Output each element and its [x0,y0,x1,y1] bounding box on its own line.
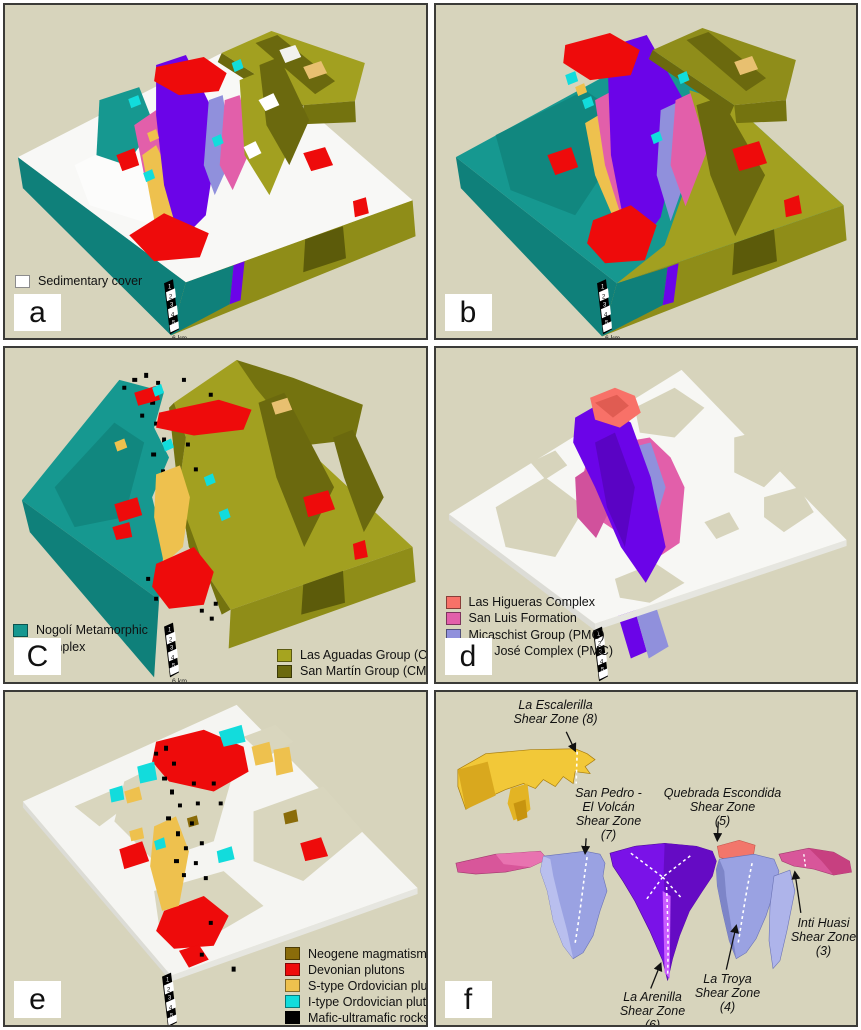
legend-swatch-las-aguadas [277,648,292,662]
legend-swatch-san-luis [445,611,461,625]
annotation-la-troya: La Troya Shear Zone (4) [694,971,761,1014]
legend-label: San Martín Group (CMC) [300,664,428,679]
arrow-la-escalerilla [565,731,576,753]
legend-swatch-devonian [285,963,300,977]
annotation-inti-huasi: Inti Huasi Shear Zone (3) [790,915,857,958]
legend-label: San Luis Formation [468,611,577,626]
legend-item-sedimentary-cover: Sedimentary cover [15,273,142,289]
legend-label: Devonian plutons [308,962,405,977]
legend-swatch-neogene [285,947,300,961]
arrow-inti-huasi [790,869,801,913]
arrow-la-troya [725,923,739,970]
legend-item-s-type: S-type Ordovician plutons [285,978,428,994]
panel-a-model: 1 2 3 4 5 6 km [17,31,416,339]
panel-f: La Escalerilla Shear Zone (8) San Pedro … [433,689,858,1027]
panel-letter-b: b [444,294,492,332]
panel-letter-f: f [444,981,492,1018]
legend-label: Micaschist Group (PMC) [468,628,605,643]
legend-label: San José Complex (PMC) [468,644,614,659]
legend-swatch-s-type [285,979,300,993]
legend-item-las-aguadas: Las Aguadas Group (CMC) [277,647,428,663]
panel-b: b [433,3,858,341]
annotation-quebrada-escondida: Quebrada Escondida Shear Zone (5) [663,785,782,828]
legend-swatch-san-martin [277,664,292,678]
panel-e: Neogene magmatism Devonian plutons S-typ… [3,689,428,1027]
legend-label: Mafic-ultramafic rocks [308,1010,428,1025]
panel-d-model [448,370,847,682]
arrow-la-arenilla [649,961,662,989]
panel-c: Nogolí Metamorphic Complex Las Aguadas G… [3,346,428,684]
panel-letter-a: a [14,294,61,332]
legend-item-mafic: Mafic-ultramafic rocks [285,1010,428,1025]
legend-swatch-las-higueras [445,595,461,609]
panel-a: 1 2 3 4 5 6 km [3,3,428,341]
legend-item-i-type: I-type Ordovician plutons [285,994,427,1010]
annotation-la-escalerilla: La Escalerilla Shear Zone (8) [513,697,598,726]
panel-f-model [455,731,852,989]
panel-c-model [21,360,416,682]
legend-swatch-sedimentary-cover [15,274,30,288]
legend-item-las-higueras: Las Higueras Complex [445,594,595,610]
panel-letter-d: d [444,637,492,675]
panel-e-model [22,704,418,1025]
annotation-la-arenilla: La Arenilla Shear Zone (6) [619,989,686,1027]
legend-item-neogene: Neogene magmatism [285,946,427,962]
panel-b-model [455,28,847,339]
legend-item-devonian: Devonian plutons [285,962,405,978]
legend-label: Neogene magmatism [308,946,427,961]
scalebar [164,622,188,682]
arrow-quebrada [712,820,722,842]
panel-d: Las Higueras Complex San Luis Formation … [433,346,858,684]
legend-swatch-mafic [285,1011,300,1025]
legend-swatch-i-type [285,995,300,1009]
legend-label: S-type Ordovician plutons [308,978,428,993]
legend-item-san-luis: San Luis Formation [445,610,577,626]
legend-label: I-type Ordovician plutons [308,994,427,1009]
legend-item-san-martin: San Martín Group (CMC) [277,663,428,679]
legend-label: Sedimentary cover [38,274,143,288]
legend-label: Las Higueras Complex [468,595,595,610]
panel-letter-e: e [14,981,61,1018]
legend-label: Las Aguadas Group (CMC) [300,648,428,663]
panel-letter-c: C [14,637,61,675]
arrow-san-pedro [580,837,590,855]
annotation-san-pedro-el-volcan: San Pedro - El Volcán Shear Zone (7) [575,785,642,842]
legend-swatch-nogoli [13,624,28,638]
